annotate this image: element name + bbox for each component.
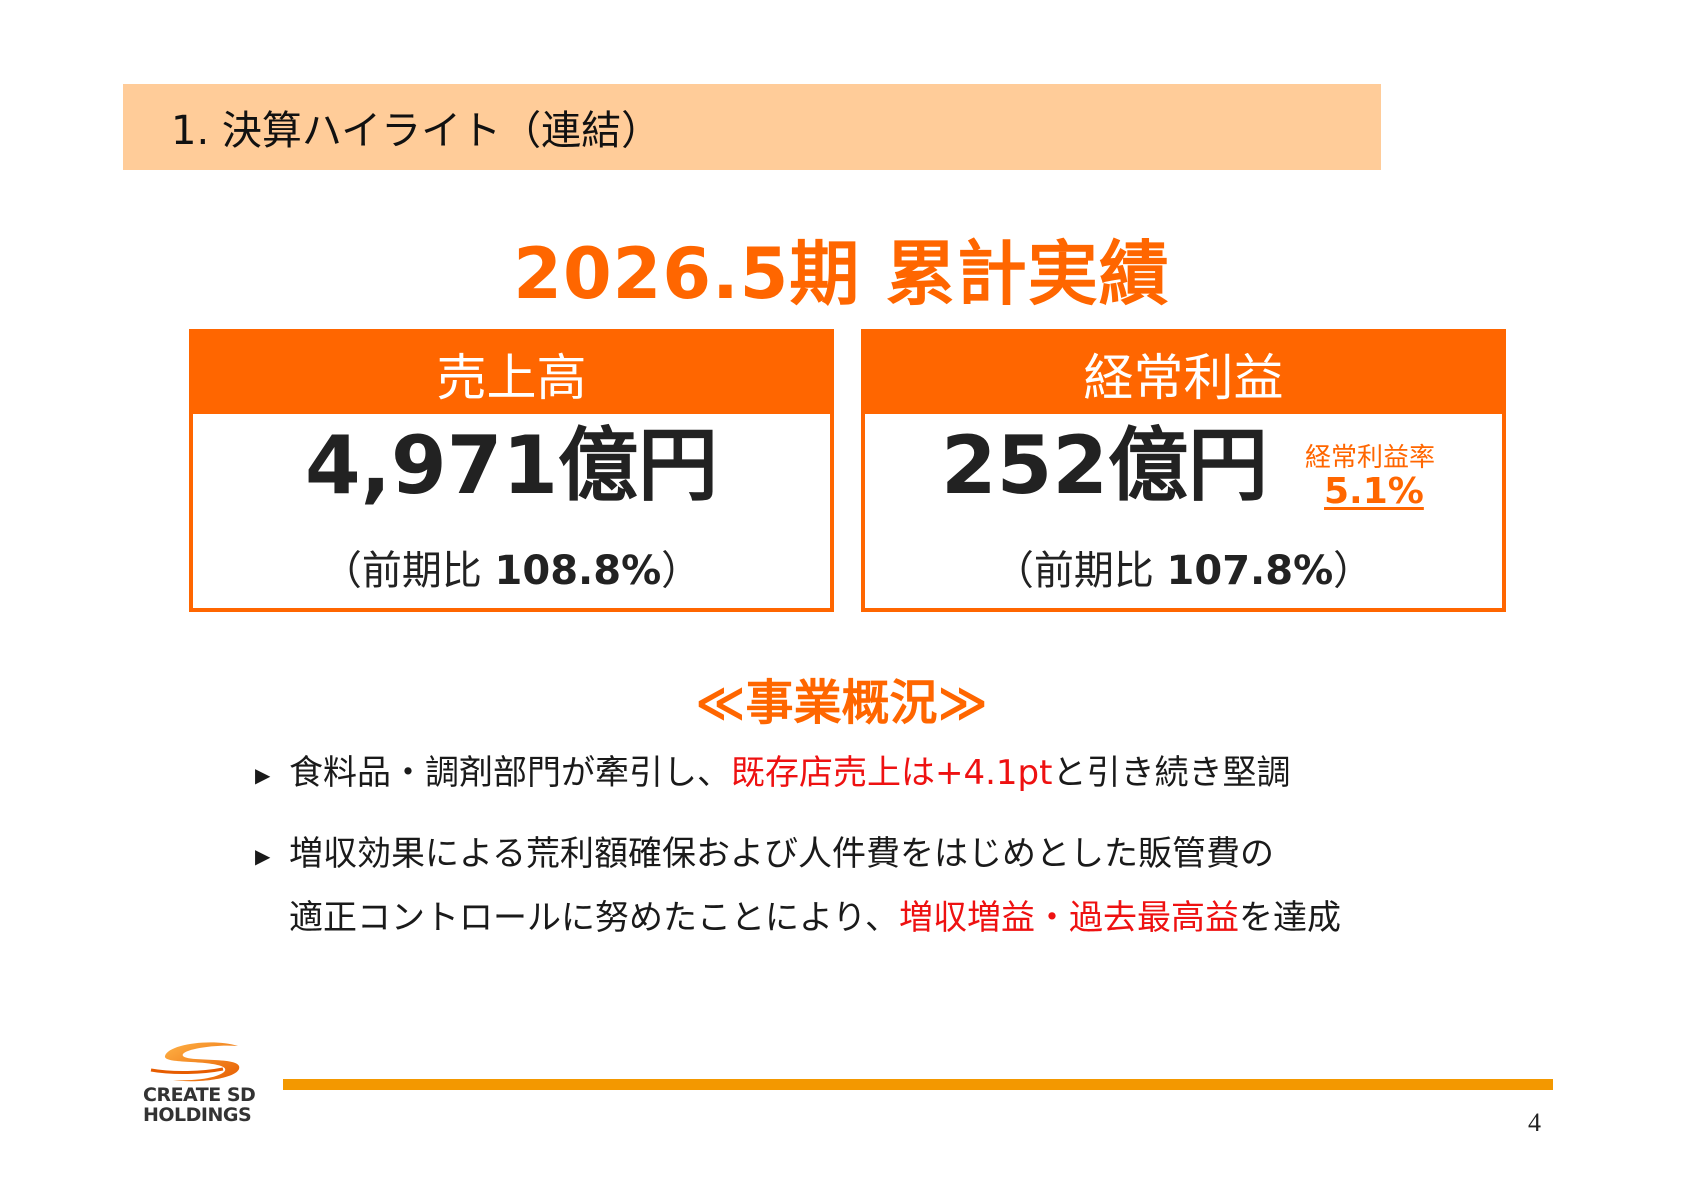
bullet2-line2-text: 適正コントロールに努めたことにより、 [289, 897, 899, 938]
section-title: 1. 決算ハイライト（連結） [171, 108, 662, 154]
ordinary-profit-card-header: 経常利益 [865, 333, 1502, 414]
bullet2-line2: 適正コントロールに努めたことにより、増収増益・過去最高益を達成 [255, 887, 1341, 949]
sales-card-header: 売上高 [193, 333, 830, 414]
bullet-marker-icon: ▶ [255, 843, 271, 868]
profit-ratio-label: 経常利益率 [1305, 443, 1436, 473]
bullet1-highlight: 既存店売上は+4.1pt [731, 753, 1053, 793]
ordinary-profit-value: 252億円 [941, 419, 1268, 512]
sales-compare: （前期比 108.8%） [193, 538, 830, 596]
bullet1-text-end: と引き続き堅調 [1052, 753, 1291, 793]
bullet2-line1: 増収効果による荒利額確保および人件費をはじめとした販管費の [289, 834, 1274, 874]
sales-compare-suffix: ） [661, 548, 702, 594]
logo-text-line1: CREATE SD [143, 1084, 256, 1106]
bullet2-highlight: 増収増益・過去最高益 [898, 897, 1239, 938]
sales-value: 4,971億円 [304, 419, 719, 512]
sales-compare-value: 108.8% [494, 548, 662, 594]
page-number: 4 [1528, 1108, 1541, 1137]
profit-compare-prefix: （前期比 [993, 548, 1167, 594]
logo-swoosh-icon [150, 1042, 240, 1082]
profit-compare-value: 107.8% [1166, 548, 1334, 594]
profit-ratio-value: 5.1% [1324, 471, 1424, 512]
ordinary-profit-card: 経常利益 252億円 経常利益率 5.1% （前期比 107.8%） [861, 329, 1506, 612]
sales-card: 売上高 4,971億円 （前期比 108.8%） [189, 329, 834, 612]
profit-compare-suffix: ） [1333, 548, 1374, 594]
main-heading: 2026.5期 累計実績 [513, 233, 1170, 315]
overview-heading: ≪事業概況≫ [695, 675, 988, 731]
bullet2-text-end: を達成 [1238, 897, 1341, 938]
section-banner: 1. 決算ハイライト（連結） [123, 84, 1381, 170]
overview-bullet-1: ▶ 食料品・調剤部門が牽引し、既存店売上は+4.1ptと引き続き堅調 [255, 742, 1290, 806]
footer-divider [283, 1079, 1553, 1090]
ordinary-profit-compare: （前期比 107.8%） [865, 538, 1502, 596]
bullet-marker-icon: ▶ [255, 762, 271, 787]
bullet1-text: 食料品・調剤部門が牽引し、 [289, 753, 731, 793]
company-logo: CREATE SD HOLDINGS [143, 1040, 263, 1126]
overview-bullet-2: ▶ 増収効果による荒利額確保および人件費をはじめとした販管費の 適正コントロールに… [255, 823, 1341, 949]
sales-compare-prefix: （前期比 [321, 548, 495, 594]
logo-text-line2: HOLDINGS [143, 1104, 252, 1126]
